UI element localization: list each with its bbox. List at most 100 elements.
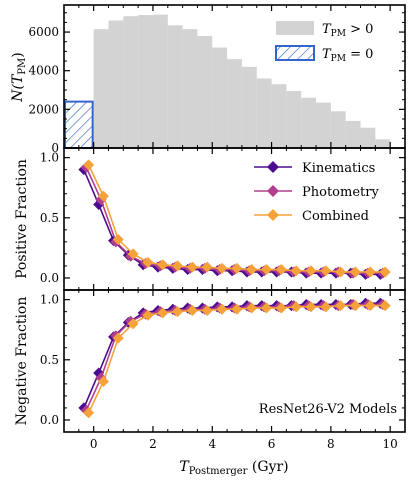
data-point: [112, 233, 124, 245]
negative-fraction-panel: 0.0 0.5 1.0 0 2 4 6 8 10 Negative Fraction ResN…: [14, 289, 406, 477]
y-tick-label: 2000: [28, 102, 59, 116]
data-point: [216, 303, 228, 315]
histogram-bar: [167, 25, 183, 148]
y-tick-label: 0.5: [40, 211, 59, 225]
histogram-bar: [330, 111, 346, 148]
data-point: [201, 304, 213, 316]
data-point: [186, 304, 198, 316]
mid-y-axis-label: Positive Fraction: [14, 159, 30, 279]
bot-axes-frame: [63, 289, 406, 433]
data-point: [201, 261, 213, 273]
histogram-bar: [360, 127, 376, 148]
bot-y-ticks: 0.0 0.5 1.0: [40, 293, 405, 433]
histogram-panel: 0 2000 4000 6000 N(TPM) TPM > 0 TPM = 0: [10, 4, 406, 155]
data-point: [379, 266, 391, 278]
data-point: [157, 307, 169, 319]
data-point: [379, 300, 391, 312]
data-point: [246, 302, 258, 314]
data-point: [216, 262, 228, 274]
histogram-bar: [123, 16, 139, 148]
data-point: [349, 266, 361, 278]
legend-swatch-positive: [276, 21, 314, 35]
data-point: [364, 266, 376, 278]
mid-legend: Kinematics Photometry Combined: [254, 161, 379, 224]
legend-label: Kinematics: [302, 161, 375, 176]
zero-bin-bar: [64, 100, 94, 149]
histogram-bar: [256, 78, 272, 148]
data-point: [320, 301, 332, 313]
data-point: [97, 375, 109, 387]
legend-label-zero: TPM = 0: [322, 47, 373, 64]
data-point: [290, 301, 302, 313]
data-point: [261, 302, 273, 314]
legend-label: Photometry: [302, 185, 379, 200]
legend-marker: [267, 161, 279, 173]
negative-fraction-series: [78, 297, 391, 419]
histogram-bar: [286, 90, 302, 148]
legend-label-positive: TPM > 0: [322, 22, 373, 39]
histogram-bar: [271, 84, 287, 148]
x-tick-label: 2: [149, 437, 157, 451]
data-point: [127, 318, 139, 330]
data-point: [364, 300, 376, 312]
data-point: [142, 256, 154, 268]
data-point: [335, 266, 347, 278]
data-point: [231, 303, 243, 315]
data-point: [305, 301, 317, 313]
y-tick-label: 4000: [28, 64, 59, 78]
histogram-bar: [345, 120, 361, 148]
top-y-axis-label: N(TPM): [10, 52, 28, 103]
y-tick-label: 1.0: [40, 293, 59, 307]
y-tick-label: 0: [51, 141, 59, 155]
y-tick-label: 0.0: [40, 271, 59, 285]
model-annotation: ResNet26-V2 Models: [259, 402, 397, 417]
y-tick-label: 0.5: [40, 353, 59, 367]
histogram-bar: [212, 47, 228, 148]
data-point: [157, 259, 169, 271]
data-point: [290, 265, 302, 277]
top-legend: TPM > 0 TPM = 0: [275, 21, 373, 64]
y-tick-label: 0.0: [40, 413, 59, 427]
histogram-bar: [375, 139, 391, 148]
data-point: [112, 332, 124, 344]
histogram-bar: [227, 59, 242, 148]
histogram-bar: [138, 15, 153, 149]
data-point: [246, 264, 258, 276]
histogram-bar: [197, 35, 213, 149]
legend-label: Combined: [302, 209, 369, 224]
data-point: [83, 407, 95, 419]
positive-fraction-series: [78, 159, 391, 280]
data-point: [275, 302, 287, 314]
x-axis-label: TPostmerger (Gyr): [179, 459, 288, 477]
data-point: [275, 264, 287, 276]
data-point: [142, 309, 154, 321]
x-tick-label: 8: [327, 437, 335, 451]
bot-x-ticks: 0 2 4 6 8 10: [63, 290, 406, 451]
data-point: [305, 265, 317, 277]
data-point: [231, 262, 243, 274]
legend-marker: [267, 209, 279, 221]
histogram-bar: [301, 97, 317, 148]
data-point: [127, 248, 139, 260]
legend-swatch-zero: [275, 45, 315, 61]
histogram-bar: [241, 66, 257, 148]
x-tick-label: 10: [383, 437, 398, 451]
histogram-bar: [316, 102, 331, 148]
data-point: [97, 190, 109, 202]
data-point: [172, 260, 184, 272]
data-point: [335, 300, 347, 312]
x-tick-label: 6: [268, 437, 276, 451]
data-point: [172, 306, 184, 318]
data-point: [186, 261, 198, 273]
y-tick-label: 6000: [28, 25, 59, 39]
top-y-ticks: 0 2000 4000 6000: [28, 12, 405, 155]
histogram-bar: [182, 29, 198, 149]
data-point: [320, 265, 332, 277]
bot-y-axis-label: Negative Fraction: [14, 297, 30, 426]
data-point: [261, 264, 273, 276]
histogram-bar: [152, 14, 168, 149]
legend-marker: [267, 185, 279, 197]
data-point: [349, 300, 361, 312]
histogram-bar: [108, 20, 124, 149]
